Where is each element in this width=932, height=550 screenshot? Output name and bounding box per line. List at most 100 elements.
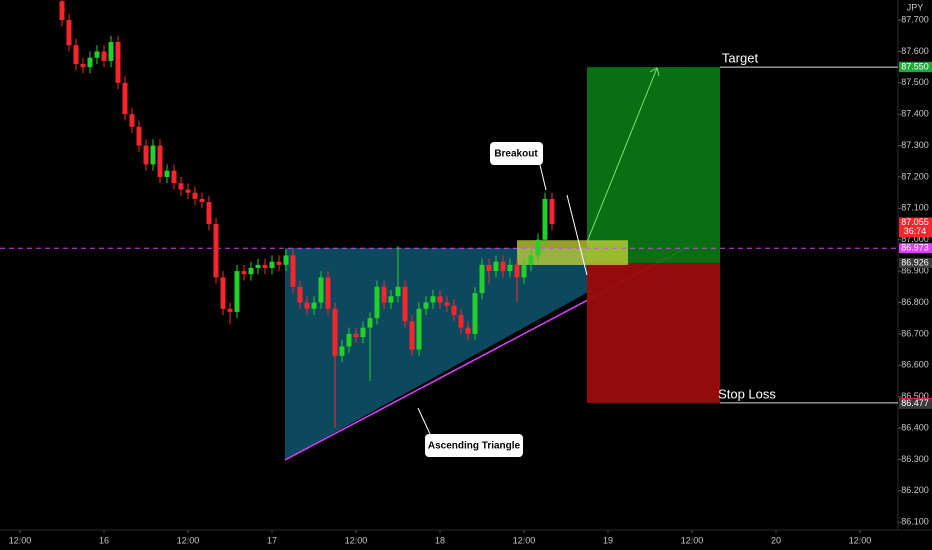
- price-badge-label: 87.055: [901, 217, 929, 227]
- candle-body: [388, 296, 394, 303]
- candle-body: [465, 327, 471, 334]
- candle-body: [234, 271, 240, 312]
- breakout-box: [490, 142, 543, 165]
- candle-body: [395, 286, 401, 297]
- candle-body: [290, 255, 296, 287]
- candle-body: [486, 264, 492, 272]
- candle-body: [213, 224, 219, 278]
- candles: [59, 0, 555, 429]
- price-badge: [899, 398, 932, 409]
- stop-label: Stop Loss: [718, 386, 776, 401]
- candle-body: [199, 198, 205, 203]
- candle-body: [409, 321, 415, 350]
- candle-body: [444, 302, 450, 306]
- y-tick-label: 86.800: [901, 297, 929, 307]
- y-tick-label: 87.600: [901, 46, 929, 56]
- candle-body: [80, 64, 86, 68]
- candle-body: [339, 346, 345, 356]
- candle-body: [304, 302, 310, 309]
- candle-body: [374, 286, 380, 319]
- candle-body: [311, 302, 317, 309]
- candle-body: [255, 264, 261, 268]
- y-tick-label: 86.600: [901, 360, 929, 370]
- triangle-label: Ascending Triangle: [428, 441, 521, 452]
- x-tick-label: 17: [267, 535, 277, 545]
- y-tick-label: 87.200: [901, 171, 929, 181]
- candle-body: [416, 308, 422, 350]
- candle-body: [143, 145, 149, 165]
- candle-body: [500, 261, 506, 272]
- triangle-fill: [285, 248, 590, 460]
- candle-body: [437, 296, 443, 303]
- y-tick-label: 86.200: [901, 485, 929, 495]
- y-tick-label: 86.100: [901, 517, 929, 527]
- candle-body: [367, 318, 373, 328]
- candle-body: [108, 42, 114, 61]
- target-label: Target: [722, 51, 759, 66]
- candle-body: [276, 261, 282, 265]
- candle-body: [185, 189, 191, 193]
- candle-body: [87, 57, 93, 68]
- y-tick-label: 87.000: [901, 234, 929, 244]
- price-badge: [899, 62, 932, 73]
- candle-body: [381, 286, 387, 303]
- candle-body: [241, 271, 247, 275]
- breakout-zone: [517, 240, 628, 265]
- candle-body: [157, 145, 163, 177]
- x-tick-label: 12:00: [9, 535, 32, 545]
- candle-body: [528, 255, 534, 265]
- candle-body: [318, 277, 324, 303]
- candle-body: [521, 264, 527, 278]
- candle-body: [136, 126, 142, 146]
- candle-body: [542, 198, 548, 240]
- candle-body: [332, 308, 338, 356]
- y-tick-label: 87.400: [901, 109, 929, 119]
- candle-body: [451, 305, 457, 316]
- candle-body: [507, 264, 513, 272]
- price-badge-label: 87.550: [901, 62, 929, 72]
- candle-body: [423, 302, 429, 309]
- candle-body: [66, 20, 72, 46]
- candle-body: [115, 42, 121, 83]
- candle-body: [178, 183, 184, 190]
- candle-body: [262, 264, 268, 268]
- price-badge: [899, 217, 932, 238]
- loss-zone: [587, 262, 720, 403]
- x-tick-label: 19: [603, 535, 613, 545]
- candle-body: [360, 327, 366, 338]
- breakout-pointer: [539, 164, 547, 191]
- target-arrowhead: [649, 67, 660, 77]
- target-arrow: [586, 67, 658, 243]
- candle-body: [353, 333, 359, 338]
- triangle-box: [425, 434, 523, 457]
- triangle-pointer: [417, 407, 431, 435]
- candle-body: [297, 286, 303, 303]
- candle-body: [402, 286, 408, 322]
- price-badge: [899, 257, 932, 268]
- breakout-label: Breakout: [494, 149, 538, 160]
- candle-body: [220, 277, 226, 309]
- candle-body: [514, 264, 520, 278]
- candle-body: [248, 267, 254, 275]
- x-tick-label: 12:00: [177, 535, 200, 545]
- candle-body: [346, 333, 352, 347]
- currency: JPY: [907, 2, 924, 12]
- candle-body: [472, 293, 478, 334]
- x-tick-label: 12:00: [849, 535, 872, 545]
- y-tick-label: 86.500: [901, 391, 929, 401]
- price-badge-label: 86.973: [901, 243, 929, 253]
- x-tick-label: 16: [99, 535, 109, 545]
- candle-body: [535, 239, 541, 256]
- candle-body: [129, 114, 135, 127]
- x-tick-label: 12:00: [345, 535, 368, 545]
- x-tick-label: 12:00: [681, 535, 704, 545]
- candle-body: [493, 261, 499, 272]
- candle-body: [206, 202, 212, 225]
- price-badge: [899, 243, 932, 254]
- candle-body: [549, 198, 555, 225]
- x-tick-label: 12:00: [513, 535, 536, 545]
- y-tick-label: 87.700: [901, 14, 929, 24]
- y-tick-label: 86.900: [901, 265, 929, 275]
- candle-body: [73, 45, 79, 65]
